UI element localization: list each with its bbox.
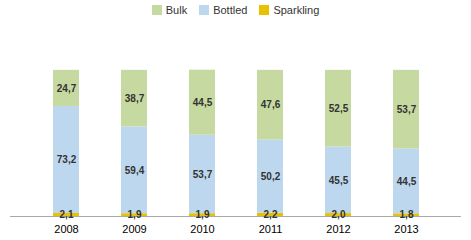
svg-text:73,2: 73,2: [57, 154, 77, 165]
svg-text:45,5: 45,5: [329, 175, 349, 186]
svg-text:2009: 2009: [122, 223, 146, 235]
svg-text:52,5: 52,5: [329, 103, 349, 114]
svg-text:24,7: 24,7: [57, 83, 77, 94]
html-text:Bottled: Bottled: [213, 4, 248, 16]
svg-text:38,7: 38,7: [125, 93, 145, 104]
svg-text:2011: 2011: [259, 223, 283, 235]
svg-text:2012: 2012: [326, 223, 350, 235]
svg-text:1,9: 1,9: [196, 209, 210, 220]
svg-text:2008: 2008: [54, 223, 78, 235]
svg-text:2,0: 2,0: [332, 209, 346, 220]
svg-text:2010: 2010: [190, 223, 214, 235]
svg-text:44,5: 44,5: [397, 176, 417, 187]
svg-text:53,7: 53,7: [193, 169, 213, 180]
svg-text:2,2: 2,2: [264, 209, 278, 220]
html-text:Sparkling: Sparkling: [273, 4, 320, 16]
svg-text:59,4: 59,4: [125, 165, 145, 176]
svg-text:2013: 2013: [394, 223, 418, 235]
svg-text:2,1: 2,1: [60, 209, 74, 220]
svg-text:53,7: 53,7: [397, 104, 417, 115]
html-text:Bulk: Bulk: [165, 4, 188, 16]
svg-text:44,5: 44,5: [193, 97, 213, 108]
svg-text:47,6: 47,6: [261, 99, 281, 110]
svg-text:1,8: 1,8: [400, 209, 414, 220]
svg-text:1,9: 1,9: [128, 209, 142, 220]
svg-text:50,2: 50,2: [261, 171, 281, 182]
